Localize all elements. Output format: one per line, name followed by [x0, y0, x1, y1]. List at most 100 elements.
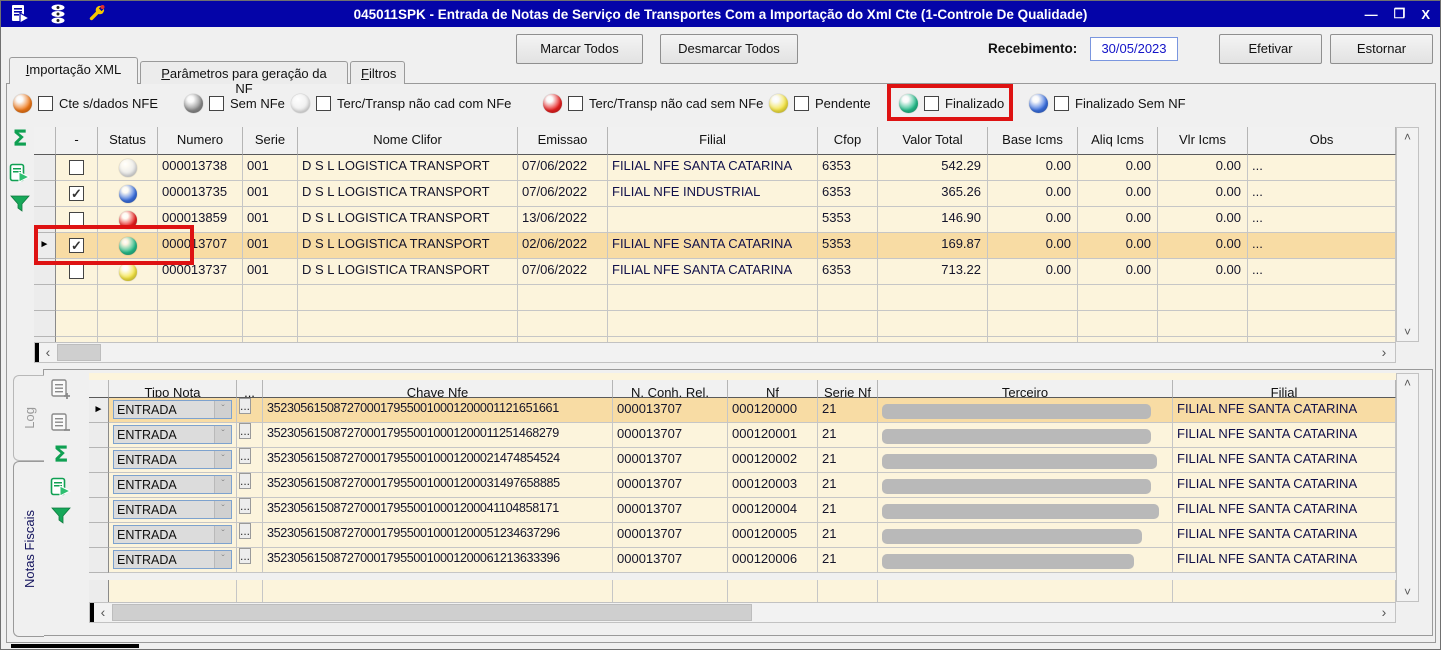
cell-serie-nf[interactable]: 21: [818, 548, 878, 573]
cell-numero[interactable]: 000013735: [158, 181, 243, 207]
legend-checkbox-finalizado[interactable]: [924, 95, 939, 111]
desmarcar-todos-button[interactable]: Desmarcar Todos: [660, 34, 798, 64]
tipo-nota-combobox[interactable]: ENTRADA ˇ: [113, 475, 232, 494]
cell-valor-total[interactable]: 365.26: [878, 181, 988, 207]
cell-emissao[interactable]: 07/06/2022: [518, 155, 608, 181]
cell-serie-nf[interactable]: 21: [818, 423, 878, 448]
dropdown-icon[interactable]: ˇ: [214, 501, 231, 518]
cell-vlr-icms[interactable]: 0.00: [1158, 259, 1248, 285]
scroll-left-icon[interactable]: ‹: [45, 344, 51, 360]
cell-cfop[interactable]: 6353: [818, 155, 878, 181]
tipo-nota-combobox[interactable]: ENTRADA ˇ: [113, 525, 232, 544]
row-checkbox[interactable]: ✓: [69, 186, 84, 201]
cell-serie[interactable]: 001: [243, 259, 298, 285]
nfe-grid-horizontal-scrollbar[interactable]: ‹ ›: [89, 602, 1396, 623]
cell-filial[interactable]: FILIAL NFE SANTA CATARINA: [1173, 523, 1396, 548]
cell-nf[interactable]: 000120005: [728, 523, 818, 548]
sum-icon[interactable]: Σ: [12, 127, 28, 152]
ellipsis-button[interactable]: ...: [239, 423, 252, 439]
scrollbar-thumb[interactable]: [112, 604, 752, 621]
cell-emissao[interactable]: 07/06/2022: [518, 259, 608, 285]
cell-nome-clifor[interactable]: D S L LOGISTICA TRANSPORT: [298, 181, 518, 207]
close-button[interactable]: X: [1421, 6, 1430, 22]
header-emissao[interactable]: Emissao: [518, 127, 608, 155]
cell-nome-clifor[interactable]: D S L LOGISTICA TRANSPORT: [298, 259, 518, 285]
cell-obs[interactable]: ...: [1248, 259, 1396, 285]
cell-valor-total[interactable]: 146.90: [878, 207, 988, 233]
cell-aliq-icms[interactable]: 0.00: [1078, 181, 1158, 207]
marcar-todos-button[interactable]: Marcar Todos: [516, 34, 643, 64]
recebimento-date-input[interactable]: 30/05/2023: [1090, 37, 1178, 61]
tipo-nota-combobox[interactable]: ENTRADA ˇ: [113, 400, 232, 419]
dropdown-icon[interactable]: ˇ: [214, 476, 231, 493]
cell-n-conh-rel[interactable]: 000013707: [613, 548, 728, 573]
cell-obs[interactable]: ...: [1248, 155, 1396, 181]
cell-vlr-icms[interactable]: 0.00: [1158, 155, 1248, 181]
tipo-nota-combobox[interactable]: ENTRADA ˇ: [113, 500, 232, 519]
header-nome-clifor[interactable]: Nome Clifor: [298, 127, 518, 155]
header-select[interactable]: -: [56, 127, 98, 155]
maximize-button[interactable]: ❐: [1393, 6, 1406, 21]
tab-parametros-nf[interactable]: Parâmetros para geração da NF: [140, 61, 348, 96]
export-grid-icon[interactable]: [9, 163, 31, 183]
header-cfop[interactable]: Cfop: [818, 127, 878, 155]
cell-serie[interactable]: 001: [243, 155, 298, 181]
cell-emissao[interactable]: 02/06/2022: [518, 233, 608, 259]
cell-emissao[interactable]: 07/06/2022: [518, 181, 608, 207]
cell-n-conh-rel[interactable]: 000013707: [613, 523, 728, 548]
cell-chave-nfe[interactable]: 3523056150872700017955001000120000112165…: [263, 398, 613, 423]
header-n-conh-rel[interactable]: N. Conh. Rel.: [613, 380, 728, 398]
cell-filial[interactable]: FILIAL NFE SANTA CATARINA: [1173, 423, 1396, 448]
ellipsis-button[interactable]: ...: [239, 523, 252, 539]
cell-obs[interactable]: ...: [1248, 181, 1396, 207]
cell-serie[interactable]: 001: [243, 207, 298, 233]
dropdown-icon[interactable]: ˇ: [214, 401, 231, 418]
filter-funnel-icon[interactable]: [50, 507, 72, 525]
cell-cfop[interactable]: 6353: [818, 259, 878, 285]
legend-checkbox-pendente[interactable]: [794, 95, 809, 111]
cell-nf[interactable]: 000120004: [728, 498, 818, 523]
side-tab-notas-fiscais[interactable]: Notas Fiscais: [13, 461, 44, 637]
cell-base-icms[interactable]: 0.00: [988, 233, 1078, 259]
cell-aliq-icms[interactable]: 0.00: [1078, 207, 1158, 233]
cell-filial[interactable]: FILIAL NFE SANTA CATARINA: [1173, 398, 1396, 423]
cell-n-conh-rel[interactable]: 000013707: [613, 398, 728, 423]
cell-cfop[interactable]: 5353: [818, 233, 878, 259]
cell-nome-clifor[interactable]: D S L LOGISTICA TRANSPORT: [298, 155, 518, 181]
legend-checkbox-cte-sdados[interactable]: [38, 95, 53, 111]
legend-checkbox-terc-sem-nfe[interactable]: [568, 95, 583, 111]
header-more[interactable]: ...: [237, 380, 263, 398]
cell-serie-nf[interactable]: 21: [818, 498, 878, 523]
cell-filial[interactable]: FILIAL NFE SANTA CATARINA: [608, 233, 818, 259]
row-checkbox[interactable]: [69, 212, 84, 227]
sum-icon[interactable]: Σ: [53, 443, 69, 468]
estornar-button[interactable]: Estornar: [1330, 34, 1433, 64]
cell-cfop[interactable]: 6353: [818, 181, 878, 207]
cell-nf[interactable]: 000120002: [728, 448, 818, 473]
nfe-row[interactable]: ENTRADA ˇ ... 352305615087270001795500100…: [89, 523, 1396, 548]
dropdown-icon[interactable]: ˇ: [214, 451, 231, 468]
cell-filial[interactable]: FILIAL NFE INDUSTRIAL: [608, 181, 818, 207]
side-tab-log[interactable]: Log: [13, 375, 44, 461]
export-grid-icon[interactable]: [50, 477, 72, 497]
ellipsis-button[interactable]: ...: [239, 498, 252, 514]
cell-nome-clifor[interactable]: D S L LOGISTICA TRANSPORT: [298, 233, 518, 259]
cell-valor-total[interactable]: 169.87: [878, 233, 988, 259]
tipo-nota-combobox[interactable]: ENTRADA ˇ: [113, 450, 232, 469]
cell-n-conh-rel[interactable]: 000013707: [613, 448, 728, 473]
cell-valor-total[interactable]: 713.22: [878, 259, 988, 285]
scroll-right-icon[interactable]: ›: [1381, 344, 1387, 360]
cell-nf[interactable]: 000120000: [728, 398, 818, 423]
dropdown-icon[interactable]: ˇ: [214, 526, 231, 543]
cell-numero[interactable]: 000013707: [158, 233, 243, 259]
cte-grid-vertical-scrollbar[interactable]: ˄ ˅: [1396, 127, 1419, 342]
legend-checkbox-sem-nfe[interactable]: [209, 95, 224, 111]
cell-chave-nfe[interactable]: 3523056150872700017955001000120005123463…: [263, 523, 613, 548]
header-chave-nfe[interactable]: Chave Nfe: [263, 380, 613, 398]
cell-chave-nfe[interactable]: 3523056150872700017955001000120004110485…: [263, 498, 613, 523]
ellipsis-button[interactable]: ...: [239, 548, 252, 564]
scroll-left-icon[interactable]: ‹: [100, 604, 106, 620]
header-filial[interactable]: Filial: [1173, 380, 1396, 398]
insert-record-icon[interactable]: [49, 377, 73, 401]
scroll-right-icon[interactable]: ›: [1381, 604, 1387, 620]
